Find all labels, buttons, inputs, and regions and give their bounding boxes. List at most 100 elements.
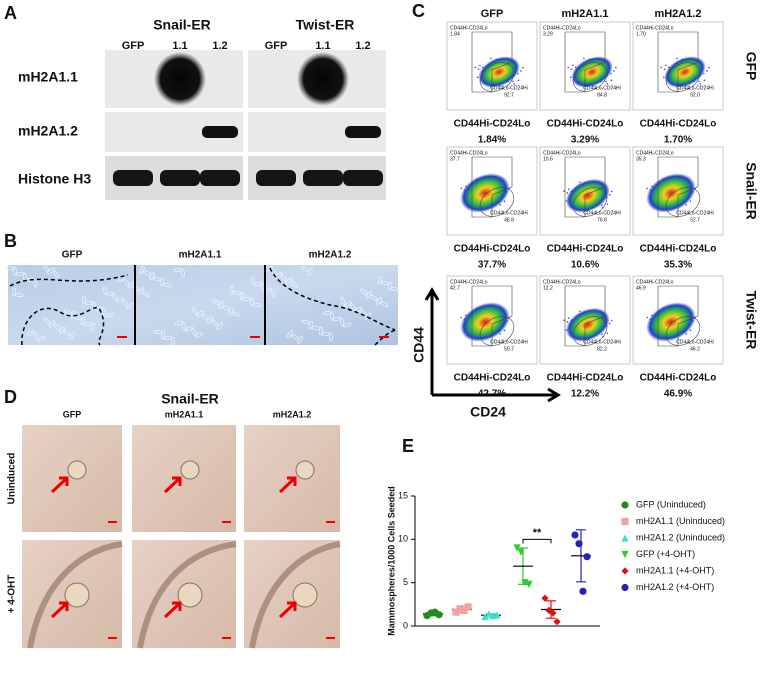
- event: [646, 187, 648, 190]
- event: [503, 329, 506, 332]
- event: [570, 68, 573, 70]
- cell: [206, 316, 214, 324]
- legend-label: mH2A1.1 (Uninduced): [636, 516, 725, 526]
- cell: [137, 287, 145, 295]
- panel-label: E: [402, 436, 414, 456]
- cell: [26, 330, 36, 336]
- gate-label: CD44Lo-CD24Hi: [676, 339, 714, 345]
- cell: [13, 266, 17, 276]
- cell: [196, 310, 204, 318]
- gate-label: CD44Hi-CD24Lo: [450, 150, 488, 156]
- gate-value: 1.84: [450, 31, 460, 37]
- boundary: [374, 329, 399, 346]
- gate-label: CD44Hi-CD24Lo: [450, 279, 488, 285]
- data-point: [452, 608, 460, 616]
- event: [662, 76, 665, 79]
- cell: [342, 322, 352, 328]
- cell: [231, 311, 241, 317]
- dish-edge: [27, 541, 123, 649]
- legend-label: GFP (+4-OHT): [636, 549, 695, 559]
- panel-label: C: [412, 1, 425, 21]
- axis-label: CD24: [470, 404, 506, 420]
- data-point: [460, 606, 468, 614]
- event: [606, 203, 609, 205]
- row-label: + 4-OHT: [7, 575, 18, 614]
- cell: [159, 277, 165, 287]
- gate-value: 48.8: [504, 217, 514, 223]
- legend-label: mH2A1.2 (Uninduced): [636, 532, 725, 542]
- gate-value: 92.7: [504, 92, 514, 98]
- event: [610, 190, 613, 193]
- event: [460, 316, 462, 319]
- y-tick-label: 5: [403, 577, 408, 587]
- event: [706, 70, 708, 72]
- data-point: [481, 612, 489, 621]
- blot-band: [200, 170, 240, 186]
- sphere: [180, 460, 200, 480]
- boundary: [269, 267, 396, 331]
- legend-label: mH2A1.1 (+4-OHT): [636, 565, 714, 575]
- data-point: [541, 594, 549, 602]
- blot-band: [303, 170, 343, 186]
- plot-caption: CD44Hi-CD24Lo: [547, 244, 624, 255]
- gate-value: 92.0: [690, 92, 700, 98]
- event: [608, 322, 611, 325]
- event: [613, 70, 615, 72]
- gate-label: CD44Hi-CD24Lo: [543, 279, 581, 285]
- cell: [308, 320, 314, 330]
- plot-percent: 12.2%: [571, 389, 599, 400]
- column-label: mH2A1.2: [309, 250, 352, 261]
- row-label: Twist-ER: [743, 291, 759, 350]
- event: [479, 64, 481, 67]
- arrow: [50, 601, 69, 619]
- cell: [270, 288, 276, 298]
- cell: [47, 267, 55, 275]
- event: [699, 83, 702, 85]
- gate-label: CD44Lo-CD24Hi: [583, 339, 621, 345]
- blot-band: [343, 170, 383, 186]
- event: [563, 190, 565, 193]
- gate-label: CD44Lo-CD24Hi: [583, 85, 621, 91]
- density: [565, 307, 610, 342]
- gate: [479, 316, 515, 346]
- axis-arrow: [424, 287, 561, 403]
- lane-label: GFP: [122, 40, 145, 52]
- column-label: mH2A1.1: [179, 250, 222, 261]
- event: [646, 316, 648, 319]
- row-label: Histone H3: [18, 171, 91, 187]
- cell: [12, 287, 16, 297]
- event: [689, 200, 692, 203]
- cell: [52, 270, 60, 278]
- micrograph: [22, 425, 122, 532]
- cell: [194, 332, 204, 338]
- cell: [290, 280, 298, 288]
- row-label: Snail-ER: [743, 162, 759, 220]
- legend-marker: [621, 583, 629, 592]
- cell: [329, 332, 333, 342]
- lane-label: 1.1: [172, 40, 187, 52]
- gate-value: 50.7: [504, 346, 514, 352]
- event: [477, 68, 480, 70]
- cell: [32, 278, 38, 288]
- cell: [377, 275, 383, 285]
- event: [563, 319, 565, 322]
- event: [583, 57, 585, 60]
- dish-edge: [137, 541, 237, 649]
- significance-bracket: [522, 538, 552, 544]
- blot-band: [345, 126, 381, 138]
- gate: [572, 62, 608, 92]
- legend-label: GFP (Uninduced): [636, 499, 706, 509]
- event: [569, 76, 572, 79]
- cell: [379, 301, 389, 307]
- event: [522, 66, 524, 69]
- gate-value: 42.7: [450, 285, 460, 291]
- axis-label: CD44: [411, 327, 427, 363]
- event: [503, 200, 506, 203]
- gate-label: CD44Hi-CD24Lo: [636, 150, 674, 156]
- column-label: mH2A1.2: [654, 8, 701, 20]
- gate-value: 35.3: [636, 156, 646, 162]
- data-point: [549, 609, 557, 617]
- y-tick-label: 10: [398, 534, 408, 544]
- gate: [471, 156, 513, 218]
- plot-percent: 37.7%: [478, 260, 506, 271]
